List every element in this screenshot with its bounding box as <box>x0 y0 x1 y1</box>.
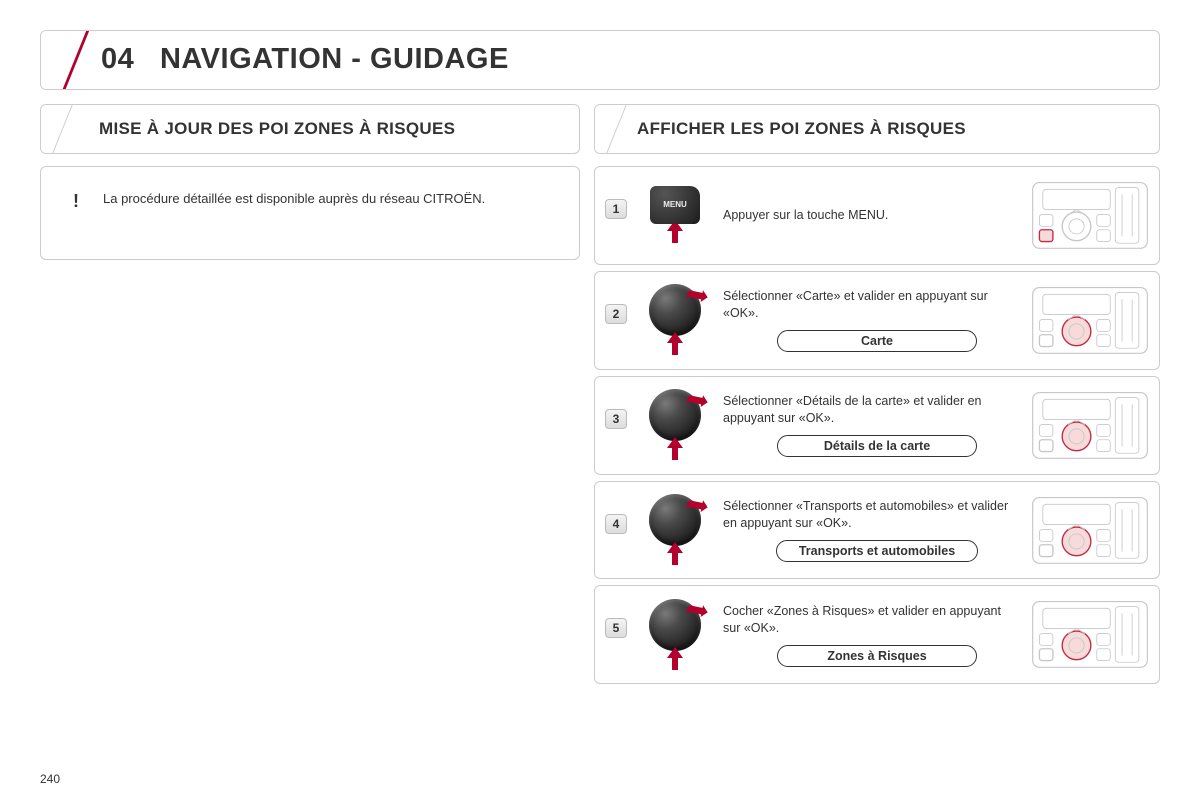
rotary-knob-visual: ➦ <box>637 284 713 356</box>
step-row: 2 ➦ Sélectionner «Carte» et valider en ap… <box>594 271 1160 370</box>
press-arrow-icon <box>665 645 685 671</box>
step-number-badge: 5 <box>605 618 627 638</box>
rotate-arrow-icon: ➦ <box>682 381 712 418</box>
press-arrow-icon <box>665 435 685 461</box>
page-header: 04 NAVIGATION - GUIDAGE <box>40 30 1160 90</box>
control-panel-illustration <box>1031 175 1149 256</box>
alert-icon: ! <box>65 191 87 213</box>
step-instruction: Sélectionner «Carte» et valider en appuy… <box>723 288 1021 322</box>
menu-option-pill: Carte <box>777 330 977 352</box>
step-instruction: Appuyer sur la touche MENU. <box>723 207 1021 224</box>
menu-option-pill: Détails de la carte <box>777 435 977 457</box>
heading-notch <box>40 104 74 154</box>
step-number-badge: 1 <box>605 199 627 219</box>
menu-button-visual <box>637 186 713 244</box>
menu-card-icon <box>650 186 700 224</box>
left-heading-box: MISE À JOUR DES POI ZONES À RISQUES <box>40 104 580 154</box>
step-body: Sélectionner «Détails de la carte» et va… <box>723 393 1021 457</box>
info-callout: ! La procédure détaillée est disponible … <box>40 166 580 260</box>
chapter-title: NAVIGATION - GUIDAGE <box>160 43 509 75</box>
right-heading-box: AFFICHER LES POI ZONES À RISQUES <box>594 104 1160 154</box>
control-panel-illustration <box>1031 490 1149 571</box>
step-instruction: Sélectionner «Transports et automobiles»… <box>723 498 1021 532</box>
step-instruction: Cocher «Zones à Risques» et valider en a… <box>723 603 1021 637</box>
control-panel-illustration <box>1031 594 1149 675</box>
press-arrow-icon <box>665 330 685 356</box>
header-title: 04 NAVIGATION - GUIDAGE <box>101 43 509 76</box>
rotate-arrow-icon: ➦ <box>682 591 712 628</box>
right-heading: AFFICHER LES POI ZONES À RISQUES <box>637 119 1139 139</box>
left-heading: MISE À JOUR DES POI ZONES À RISQUES <box>99 119 559 139</box>
step-number-badge: 3 <box>605 409 627 429</box>
step-number-badge: 4 <box>605 514 627 534</box>
rotary-knob-visual: ➦ <box>637 389 713 461</box>
step-row: 1 Appuyer sur la touche MENU. <box>594 166 1160 265</box>
step-instruction: Sélectionner «Détails de la carte» et va… <box>723 393 1021 427</box>
step-row: 3 ➦ Sélectionner «Détails de la carte» et… <box>594 376 1160 475</box>
callout-text: La procédure détaillée est disponible au… <box>103 191 485 208</box>
press-arrow-icon <box>665 540 685 566</box>
rotary-knob-visual: ➦ <box>637 494 713 566</box>
step-body: Cocher «Zones à Risques» et valider en a… <box>723 603 1021 667</box>
rotate-arrow-icon: ➦ <box>682 276 712 313</box>
step-number-badge: 2 <box>605 304 627 324</box>
rotary-knob-visual: ➦ <box>637 599 713 671</box>
rotate-arrow-icon: ➦ <box>682 486 712 523</box>
header-notch <box>40 30 90 90</box>
chapter-number: 04 <box>101 43 134 75</box>
heading-notch <box>594 104 628 154</box>
page-number: 240 <box>40 772 60 786</box>
step-body: Sélectionner «Transports et automobiles»… <box>723 498 1021 562</box>
menu-option-pill: Zones à Risques <box>777 645 977 667</box>
step-body: Appuyer sur la touche MENU. <box>723 207 1021 224</box>
control-panel-illustration <box>1031 280 1149 361</box>
control-panel-illustration <box>1031 385 1149 466</box>
step-row: 5 ➦ Cocher «Zones à Risques» et valider e… <box>594 585 1160 684</box>
step-row: 4 ➦ Sélectionner «Transports et automobil… <box>594 481 1160 580</box>
menu-option-pill: Transports et automobiles <box>776 540 978 562</box>
step-body: Sélectionner «Carte» et valider en appuy… <box>723 288 1021 352</box>
